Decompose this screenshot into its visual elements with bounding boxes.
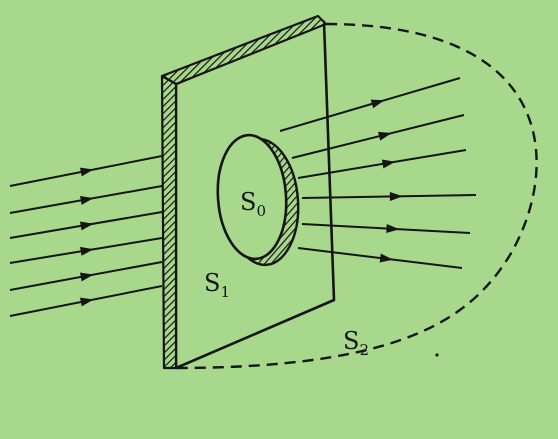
arrowhead [389, 191, 403, 201]
arrowhead [381, 159, 396, 169]
incident-rays [9, 155, 163, 317]
transmitted-ray [279, 77, 461, 132]
transmitted-ray [297, 149, 467, 179]
screen-left-edge [160, 74, 178, 370]
transmitted-rays [279, 77, 477, 269]
arrowhead [379, 253, 394, 263]
transmitted-ray [301, 194, 477, 199]
transmitted-arrowheads [370, 99, 403, 263]
closing-surface-s2 [173, 22, 538, 370]
transmitted-ray [291, 114, 465, 159]
label-s2: S2 [343, 327, 369, 359]
arrowhead [79, 297, 94, 307]
transmitted-ray [301, 223, 471, 234]
arrowhead [79, 167, 94, 177]
transmitted-ray [297, 247, 463, 269]
incident-arrowheads [79, 167, 94, 307]
arrowhead [79, 272, 94, 282]
aperture-s0 [216, 133, 288, 261]
arrowhead [80, 246, 94, 256]
arrowhead [378, 131, 392, 141]
arrowhead [80, 195, 94, 205]
arrowhead [80, 221, 94, 231]
label-s0: S0 [240, 188, 266, 220]
speck [435, 353, 439, 357]
arrowhead [370, 99, 385, 109]
arrowhead [386, 224, 400, 234]
label-s1: S1 [204, 269, 230, 301]
